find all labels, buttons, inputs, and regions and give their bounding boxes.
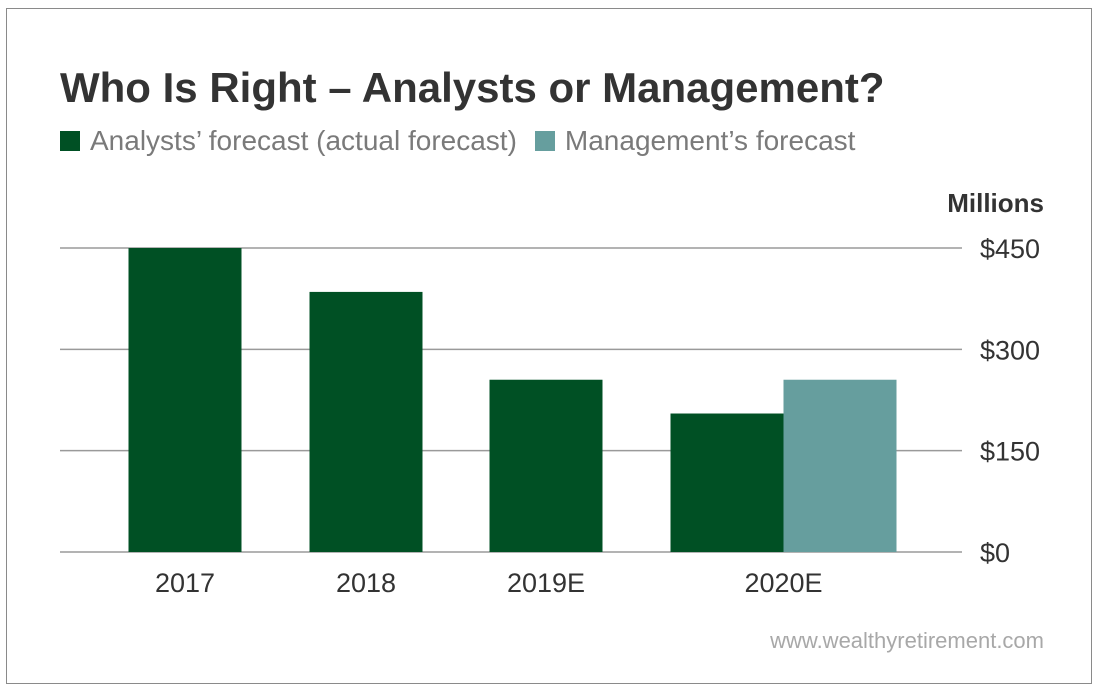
legend-label-management: Management’s forecast xyxy=(564,125,856,156)
y-tick-label: $300 xyxy=(980,335,1040,365)
y-tick-label: $0 xyxy=(980,538,1010,568)
legend-item-management: Management’s forecast xyxy=(534,125,856,157)
source-watermark: www.wealthyretirement.com xyxy=(770,628,1044,653)
y-tick-labels: $0 $150 $300 $450 xyxy=(980,234,1040,568)
bars xyxy=(128,248,897,552)
legend-item-analysts: Analysts’ forecast (actual forecast) xyxy=(60,125,517,157)
bar-analysts-2020E xyxy=(670,413,784,552)
legend-swatch-analysts xyxy=(60,131,80,151)
chart-title: Who Is Right – Analysts or Management? xyxy=(60,64,885,111)
unit-label: Millions xyxy=(947,188,1044,218)
x-category-label: 2018 xyxy=(336,568,396,598)
x-category-label: 2020E xyxy=(744,568,822,598)
y-tick-label: $150 xyxy=(980,437,1040,467)
legend-label-analysts: Analysts’ forecast (actual forecast) xyxy=(90,125,517,156)
bar-analysts-2017 xyxy=(128,248,242,552)
x-category-labels: 2017 2018 2019E 2020E xyxy=(155,568,823,598)
x-category-label: 2019E xyxy=(507,568,585,598)
y-tick-label: $450 xyxy=(980,234,1040,264)
legend-swatch-management xyxy=(534,131,555,151)
bar-analysts-2018 xyxy=(309,291,423,552)
x-category-label: 2017 xyxy=(155,568,215,598)
bar-management-2020E xyxy=(783,379,897,552)
legend: Analysts’ forecast (actual forecast) Man… xyxy=(60,124,873,158)
bar-analysts-2019E xyxy=(489,379,603,552)
